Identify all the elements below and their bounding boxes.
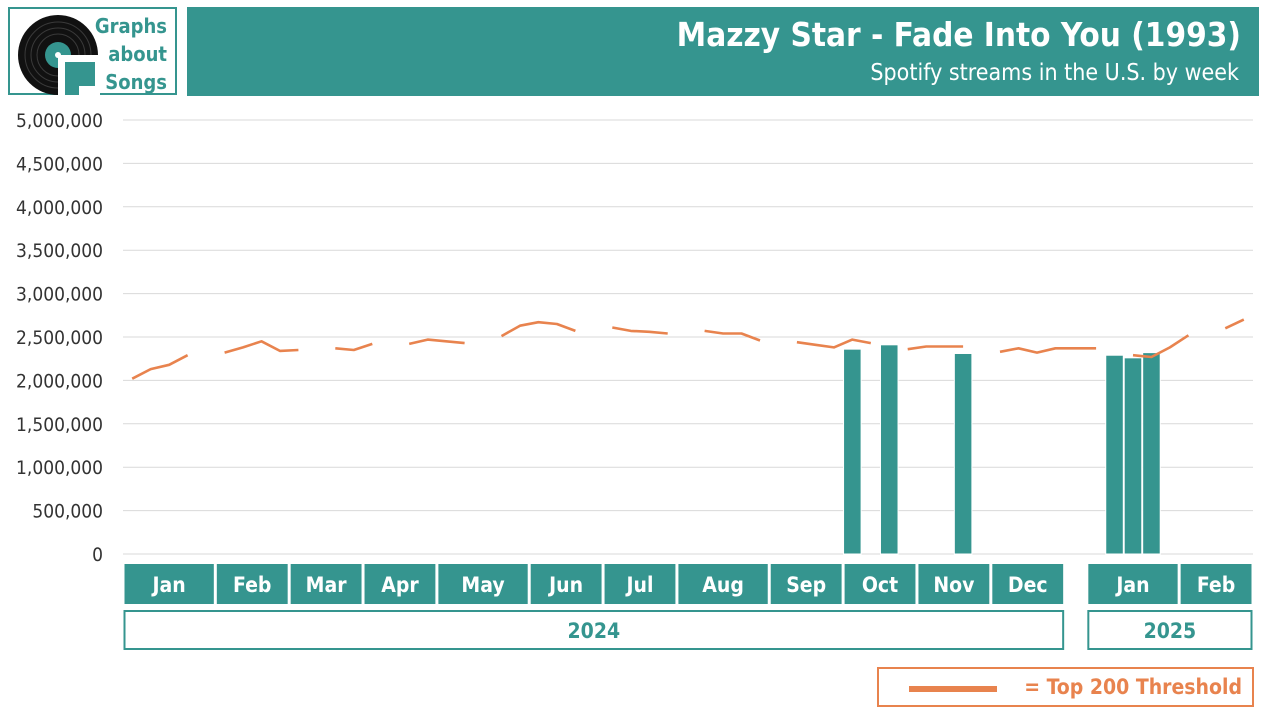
stream-bar [879,344,899,555]
month-label: Dec [1008,573,1048,597]
year-label: 2025 [1144,619,1197,643]
threshold-line [224,339,299,354]
year-label: 2024 [568,619,621,643]
month-label: Feb [233,573,271,597]
stream-bar [1123,357,1143,555]
chart-title: Mazzy Star - Fade Into You (1993) [676,15,1241,54]
month-label-box [1088,564,1178,604]
legend-line-swatch [909,686,997,692]
month-label: Jan [151,573,186,597]
threshold-line [131,354,189,380]
threshold-line [704,329,761,342]
month-label: Jun [547,573,583,597]
month-label: Apr [381,573,419,597]
stream-bar [1142,352,1161,555]
threshold-line [500,320,576,338]
y-tick-label: 1,000,000 [16,457,103,479]
year-label-box [123,610,1065,650]
logo-line-3: Songs [105,70,167,94]
stream-bar [953,352,973,555]
y-tick-label: 2,000,000 [16,370,103,392]
y-tick-label: 0 [92,544,103,566]
vinyl-record-icon [18,15,100,95]
month-label: Feb [1197,573,1235,597]
y-tick-label: 4,500,000 [16,153,103,175]
logo-line-2: about [108,42,167,66]
threshold-line [612,326,668,335]
chart-subtitle: Spotify streams in the U.S. by week [870,60,1239,86]
legend: = Top 200 Threshold [877,667,1254,707]
month-label-box [530,564,602,604]
threshold-line [796,338,872,349]
month-label-box [124,564,214,604]
y-tick-label: 5,000,000 [16,110,103,132]
month-label: Oct [862,573,898,597]
threshold-line [1132,334,1190,359]
y-tick-label: 1,500,000 [16,414,103,436]
chart-header: Mazzy Star - Fade Into You (1993) Spotif… [187,7,1259,96]
y-tick-label: 500,000 [32,501,103,523]
threshold-line [1224,318,1245,330]
month-label-box [364,564,436,604]
threshold-line [408,338,465,346]
stream-bar [843,348,862,555]
month-label-box [604,564,676,604]
month-label-box [918,564,990,604]
month-label: Nov [933,573,975,597]
logo: Graphs about Songs [8,7,177,95]
month-label: Aug [702,573,744,597]
stream-bar [1105,354,1124,555]
month-label: Sep [786,573,826,597]
month-label: May [461,573,504,597]
y-tick-label: 4,000,000 [16,197,103,219]
threshold-line [907,345,964,351]
month-label-box [992,564,1064,604]
y-tick-label: 2,500,000 [16,327,103,349]
threshold-line [999,346,1097,354]
month-label-box [1180,564,1252,604]
y-tick-label: 3,000,000 [16,284,103,306]
month-label-box [438,564,528,604]
month-label: Jan [1114,573,1149,597]
year-label-box [1087,610,1253,650]
logo-line-1: Graphs [94,14,167,38]
month-label-box [770,564,842,604]
month-label-box [844,564,916,604]
month-label-box [290,564,362,604]
y-tick-label: 3,500,000 [16,240,103,262]
month-label-box [678,564,768,604]
month-label: Jul [625,573,654,597]
legend-label: = Top 200 Threshold [1024,675,1242,699]
threshold-line [335,342,373,352]
logo-text: Graphs about Songs [95,12,167,96]
month-label-box [216,564,288,604]
month-label: Mar [306,573,348,597]
